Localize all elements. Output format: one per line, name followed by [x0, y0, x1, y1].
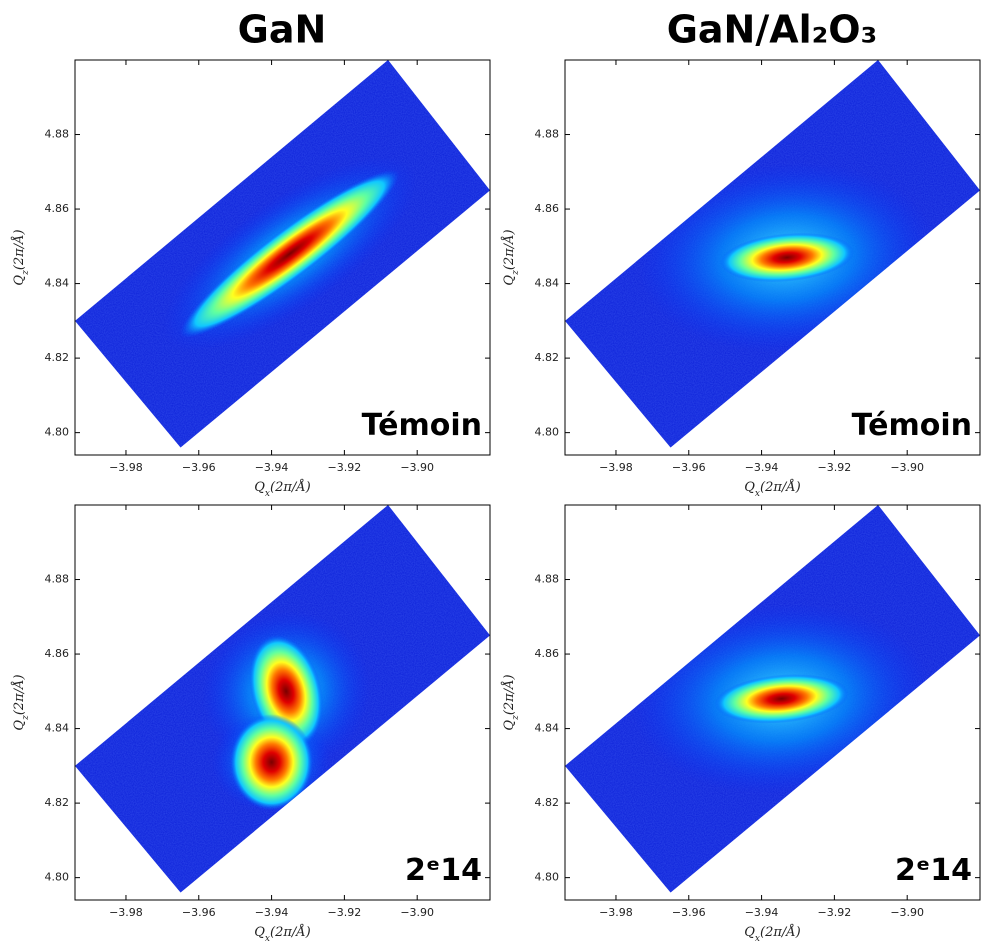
- panel-label: 2ᵉ14: [405, 853, 482, 888]
- x-tick-label: −3.90: [890, 461, 924, 474]
- peak: [180, 169, 400, 338]
- x-tick-label: −3.98: [109, 461, 143, 474]
- y-axis-label: Qz(2π/Å): [11, 229, 31, 285]
- x-axis-label: Qx(2π/Å): [744, 924, 800, 944]
- y-tick-label: 4.86: [45, 202, 70, 215]
- x-axis-label-part: Q: [744, 480, 755, 495]
- y-tick-label: 4.84: [535, 277, 560, 290]
- y-tick-label: 4.88: [45, 573, 70, 586]
- y-axis-label-part: (2π/Å): [501, 229, 517, 270]
- peak: [229, 714, 314, 811]
- x-tick-label: −3.90: [890, 906, 924, 919]
- y-axis-label: Qz(2π/Å): [501, 229, 521, 285]
- y-tick-label: 4.80: [535, 426, 560, 439]
- column-title: GaN: [238, 8, 327, 52]
- x-tick-label: −3.98: [599, 906, 633, 919]
- panel-label: Témoin: [852, 408, 972, 443]
- y-tick-label: 4.84: [45, 722, 70, 735]
- x-axis-label-part: Q: [254, 480, 265, 495]
- y-tick-label: 4.88: [535, 573, 560, 586]
- x-tick-label: −3.90: [400, 461, 434, 474]
- y-tick-label: 4.86: [535, 202, 560, 215]
- y-axis-label-part: (2π/Å): [11, 674, 27, 715]
- y-axis-label: Qz(2π/Å): [501, 674, 521, 730]
- x-tick-label: −3.92: [818, 461, 852, 474]
- peak: [720, 232, 855, 283]
- panel: −3.98 −3.96 −3.94 −3.92 −3.90 4.80 4.82 4.84 4.8…: [501, 59, 981, 499]
- x-tick-label: −3.96: [672, 906, 706, 919]
- intensity: [162, 156, 417, 351]
- y-tick-label: 4.80: [45, 426, 70, 439]
- x-axis-label-part: x: [265, 934, 270, 944]
- plot-frame: [564, 59, 981, 456]
- x-axis-label-part: (2π/Å): [270, 479, 311, 495]
- x-axis-label: Qx(2π/Å): [254, 924, 310, 944]
- y-tick-label: 4.80: [45, 871, 70, 884]
- y-tick-label: 4.84: [45, 277, 70, 290]
- x-axis-label-part: x: [755, 489, 760, 499]
- y-axis-label-part: (2π/Å): [11, 229, 27, 270]
- plot-frame: [74, 59, 491, 456]
- y-tick-label: 4.82: [45, 796, 70, 809]
- intensity: [201, 610, 371, 813]
- y-axis-label-part: z: [21, 270, 31, 276]
- x-tick-label: −3.94: [255, 461, 289, 474]
- y-tick-label: 4.88: [45, 128, 70, 141]
- x-tick-label: −3.90: [400, 906, 434, 919]
- x-axis-label-part: Q: [254, 925, 265, 940]
- plot-frame: [564, 504, 981, 901]
- y-tick-label: 4.82: [45, 351, 70, 364]
- x-axis-label-part: (2π/Å): [760, 479, 801, 495]
- y-axis-label-part: z: [21, 715, 31, 721]
- x-axis-label-part: x: [265, 489, 270, 499]
- y-axis-label-part: z: [511, 270, 521, 276]
- column-title: GaN/Al₂O₃: [667, 8, 878, 52]
- y-tick-label: 4.84: [535, 722, 560, 735]
- x-axis-label-part: (2π/Å): [760, 924, 801, 940]
- x-tick-label: −3.96: [182, 461, 216, 474]
- y-tick-label: 4.80: [535, 871, 560, 884]
- panel: −3.98 −3.96 −3.94 −3.92 −3.90 4.80 4.82 4.84 4.8…: [501, 504, 981, 944]
- panel-label: Témoin: [362, 408, 482, 443]
- plot-area: [565, 60, 980, 455]
- x-tick-label: −3.96: [672, 461, 706, 474]
- x-tick-label: −3.94: [745, 461, 779, 474]
- y-axis-label-part: z: [511, 715, 521, 721]
- panel-label: 2ᵉ14: [895, 853, 972, 888]
- y-axis-label-part: Q: [12, 275, 27, 286]
- plot-area: [75, 505, 490, 900]
- y-tick-label: 4.86: [535, 647, 560, 660]
- y-axis-label-part: Q: [502, 720, 517, 731]
- x-tick-label: −3.94: [255, 906, 289, 919]
- x-tick-label: −3.92: [328, 906, 362, 919]
- x-axis-label-part: (2π/Å): [270, 924, 311, 940]
- plot-area: [75, 60, 490, 455]
- x-tick-label: −3.92: [818, 906, 852, 919]
- plot-frame: [74, 504, 491, 901]
- plot-area: [565, 505, 980, 900]
- y-tick-label: 4.82: [535, 796, 560, 809]
- y-axis-label-part: (2π/Å): [501, 674, 517, 715]
- x-tick-label: −3.98: [599, 461, 633, 474]
- x-axis-label: Qx(2π/Å): [254, 479, 310, 499]
- y-tick-label: 4.82: [535, 351, 560, 364]
- y-tick-label: 4.88: [535, 128, 560, 141]
- panel: −3.98 −3.96 −3.94 −3.92 −3.90 4.80 4.82 4.84 4.8…: [11, 59, 491, 499]
- peak: [714, 674, 849, 724]
- x-axis-label-part: x: [755, 934, 760, 944]
- x-tick-label: −3.98: [109, 906, 143, 919]
- y-tick-label: 4.86: [45, 647, 70, 660]
- y-axis-label-part: Q: [502, 275, 517, 286]
- x-axis-label: Qx(2π/Å): [744, 479, 800, 499]
- y-axis-label-part: Q: [12, 720, 27, 731]
- y-axis-label: Qz(2π/Å): [11, 674, 31, 730]
- x-tick-label: −3.94: [745, 906, 779, 919]
- x-axis-label-part: Q: [744, 925, 755, 940]
- x-tick-label: −3.96: [182, 906, 216, 919]
- x-tick-label: −3.92: [328, 461, 362, 474]
- panel: −3.98 −3.96 −3.94 −3.92 −3.90 4.80 4.82 4.84 4.8…: [11, 504, 491, 944]
